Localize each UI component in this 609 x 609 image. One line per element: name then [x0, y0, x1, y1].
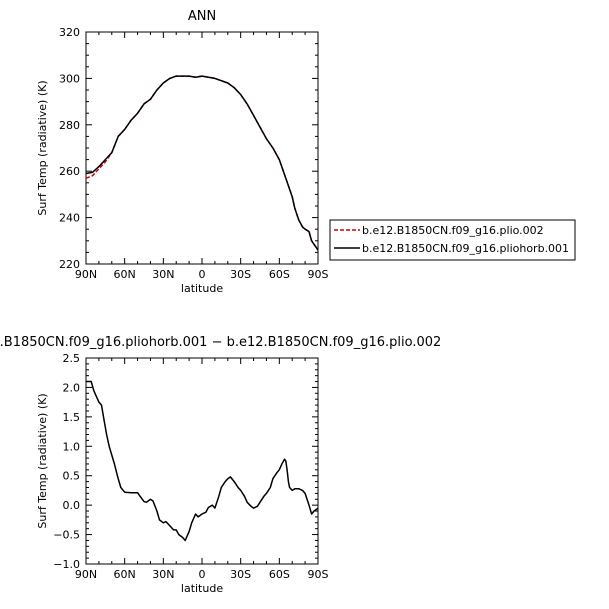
bottom-xtick-label: 90N — [75, 568, 97, 581]
top-y-axis-label: Surf Temp (radiative) (K) — [36, 80, 49, 215]
top-panel: 90N 60N 30N 0 30S 60S 90S 220 240 260 280 300 320 lat… — [36, 9, 576, 295]
top-xtick-label: 0 — [199, 268, 206, 281]
top-series-line-1 — [85, 75, 319, 251]
top-xtick-label: 90S — [308, 268, 329, 281]
top-ytick-label: 320 — [59, 26, 80, 39]
top-plot-frame — [85, 31, 319, 265]
bottom-ytick-label: 2.5 — [63, 352, 81, 365]
top-xtick-label: 60N — [114, 268, 136, 281]
top-ytick-label: 280 — [59, 119, 80, 132]
bottom-xtick-label: 90S — [308, 568, 329, 581]
bottom-xtick-label: 30N — [152, 568, 174, 581]
bottom-xtick-label: 0 — [199, 568, 206, 581]
top-xtick-label: 30S — [230, 268, 251, 281]
legend-box — [329, 219, 576, 261]
bottom-ytick-label: −1.0 — [53, 558, 80, 571]
bottom-x-axis-label: latitude — [181, 582, 223, 595]
top-xtick-label: 60S — [269, 268, 290, 281]
top-ytick-label: 300 — [59, 72, 80, 85]
top-ytick-label: 220 — [59, 258, 80, 271]
bottom-ytick-label: 1.5 — [63, 411, 81, 424]
bottom-xtick-label: 60N — [114, 568, 136, 581]
bottom-ytick-label: 2.0 — [63, 381, 81, 394]
bottom-ytick-label: 0.5 — [63, 470, 81, 483]
top-series-line-2 — [85, 75, 319, 251]
top-chart-title: ANN — [188, 9, 216, 24]
top-ytick-label: 240 — [59, 212, 80, 225]
legend: b.e12.B1850CN.f09_g16.plio.002 b.e12.B185… — [329, 219, 576, 261]
top-xtick-label: 90N — [75, 268, 97, 281]
top-xtick-label: 30N — [152, 268, 174, 281]
legend-label-2: b.e12.B1850CN.f09_g16.pliohorb.001 — [362, 242, 569, 255]
top-x-axis-label: latitude — [181, 282, 223, 295]
bottom-y-axis-label: Surf Temp (radiative) (K) — [36, 393, 49, 528]
bottom-xtick-label: 60S — [269, 568, 290, 581]
bottom-chart-title: b.e12.B1850CN.f09_g16.pliohorb.001 − b.e… — [0, 335, 441, 350]
bottom-ytick-label: 0.0 — [63, 499, 81, 512]
legend-label-1: b.e12.B1850CN.f09_g16.plio.002 — [362, 224, 544, 237]
bottom-ytick-label: 1.0 — [63, 440, 81, 453]
bottom-series-line-1 — [86, 380, 319, 542]
bottom-xtick-label: 30S — [230, 568, 251, 581]
bottom-panel: 90N 60N 30N 0 30S 60S 90S −1.0 −0.5 0.0 0.5 1.0 1.5 2… — [0, 335, 441, 595]
bottom-ytick-label: −0.5 — [53, 529, 80, 542]
top-ytick-label: 260 — [59, 165, 80, 178]
